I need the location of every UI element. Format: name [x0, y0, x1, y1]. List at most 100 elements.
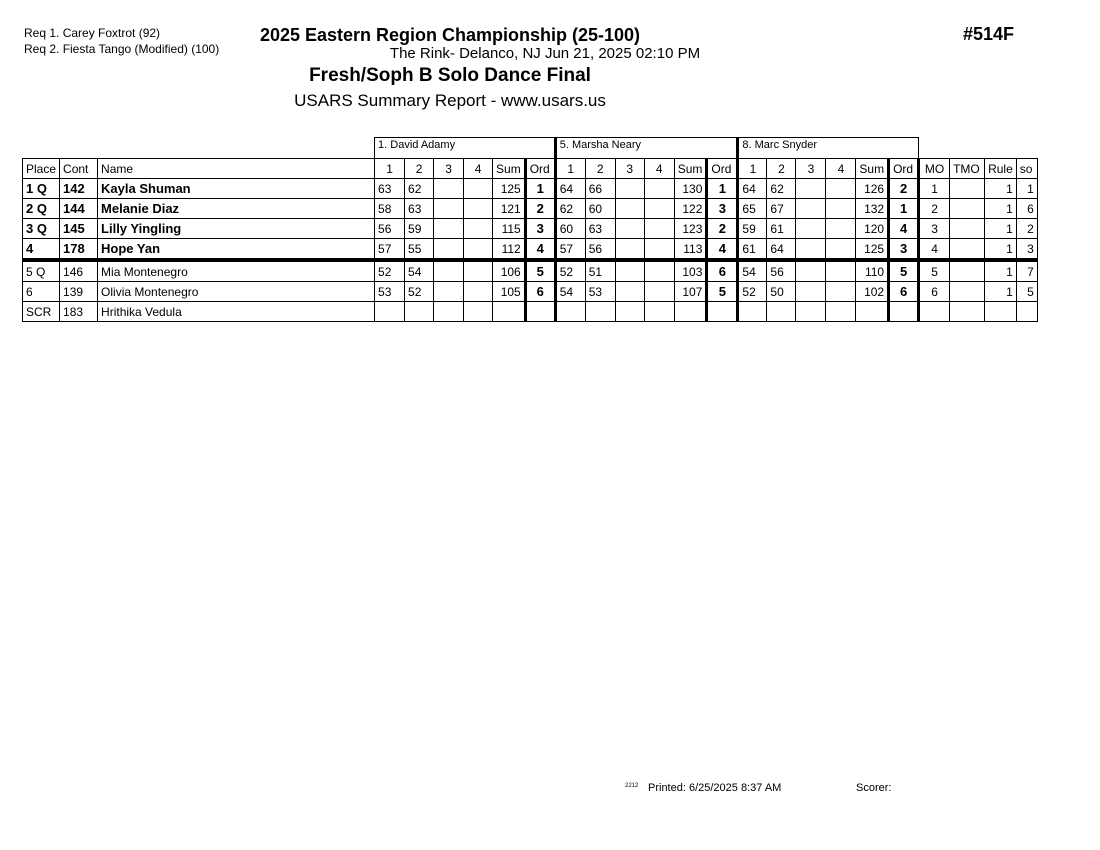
- judge-mark: [433, 258, 465, 282]
- judge-ordinal: [523, 301, 556, 322]
- col-mark: 4: [825, 158, 857, 179]
- rule: 1: [984, 281, 1017, 302]
- judge-mark: [825, 238, 857, 261]
- judge-mark: [766, 301, 797, 322]
- judge-ordinal: 5: [705, 281, 739, 302]
- place: 3 Q: [21, 218, 61, 239]
- col-sum: Sum: [492, 158, 526, 179]
- col-mark: 2: [584, 158, 616, 179]
- judge-sum: 130: [673, 178, 708, 199]
- judge-mark: 56: [766, 258, 797, 282]
- judge-mark: [825, 178, 857, 199]
- judge-mark: [433, 178, 465, 199]
- judge-mark: [614, 281, 645, 302]
- total-majority-ordinal: [949, 258, 986, 282]
- judge-mark: [614, 218, 645, 239]
- skate-order: 6: [1015, 198, 1038, 219]
- judge-mark: [614, 238, 645, 261]
- judge-mark: [614, 301, 645, 322]
- judge-mark: 62: [553, 198, 586, 219]
- total-majority-ordinal: [949, 198, 986, 219]
- judge-mark: [643, 198, 675, 219]
- judge-ordinal: 4: [523, 238, 556, 261]
- judge-mark: [825, 198, 857, 219]
- judge-mark: [404, 301, 435, 322]
- judge-mark: [463, 258, 494, 282]
- judge-mark: 58: [374, 198, 406, 219]
- place: SCR: [21, 301, 61, 322]
- judge-sum: 105: [492, 281, 526, 302]
- judge-mark: 66: [584, 178, 616, 199]
- judge-mark: 61: [766, 218, 797, 239]
- skater-name: Mia Montenegro: [97, 258, 376, 282]
- judge-mark: 56: [374, 218, 406, 239]
- judge-mark: [463, 218, 494, 239]
- requirement-2: Req 2. Fiesta Tango (Modified) (100): [24, 42, 220, 56]
- judge-mark: 62: [766, 178, 797, 199]
- col-mark: 4: [643, 158, 675, 179]
- majority-ordinal: 2: [917, 198, 951, 219]
- col-mark: 3: [614, 158, 645, 179]
- judge-mark: 59: [404, 218, 435, 239]
- skate-order: 5: [1015, 281, 1038, 302]
- judge-ordinal: 6: [705, 258, 739, 282]
- judge-ordinal: 4: [887, 218, 920, 239]
- rule: 1: [984, 198, 1017, 219]
- col-mark: 3: [433, 158, 465, 179]
- table-row: 4 178 Hope Yan 57 55 112 4 57 56 113 4 61 64 125 3 4 1 3: [21, 238, 1038, 261]
- place: 2 Q: [21, 198, 61, 219]
- judge-mark: [825, 258, 857, 282]
- judge-mark: [463, 178, 494, 199]
- col-ord: Ord: [887, 158, 920, 179]
- judge-mark: [584, 301, 616, 322]
- majority-ordinal: 3: [917, 218, 951, 239]
- judge-mark: 64: [736, 178, 768, 199]
- table-row: 2 Q 144 Melanie Diaz 58 63 121 2 62 60 122 3 65 67 13…: [21, 198, 1038, 219]
- judge-mark: [614, 198, 645, 219]
- judge-sum: 103: [673, 258, 708, 282]
- spacer: [919, 138, 1038, 159]
- judge-name: 1. David Adamy: [374, 137, 556, 159]
- judge-mark: 64: [553, 178, 586, 199]
- total-majority-ordinal: [949, 178, 986, 199]
- judge-mark: 53: [374, 281, 406, 302]
- event-title: 2025 Eastern Region Championship (25-100…: [259, 25, 641, 45]
- skate-order: 3: [1015, 238, 1038, 261]
- rule: 1: [984, 238, 1017, 261]
- judge-mark: [433, 218, 465, 239]
- col-mark: 1: [553, 158, 586, 179]
- place: 5 Q: [21, 258, 61, 282]
- judge-mark: 53: [584, 281, 616, 302]
- judge-ordinal: 5: [887, 258, 920, 282]
- skater-name: Melanie Diaz: [97, 198, 376, 219]
- judge-ordinal: 3: [887, 238, 920, 261]
- judge-mark: [795, 301, 827, 322]
- judge-mark: [463, 301, 494, 322]
- col-mark: 2: [766, 158, 797, 179]
- judge-name: 8. Marc Snyder: [736, 137, 920, 159]
- judge-mark: [463, 238, 494, 261]
- col-cont: Cont: [59, 158, 99, 179]
- judge-mark: [795, 238, 827, 261]
- judge-ordinal: 5: [523, 258, 556, 282]
- total-majority-ordinal: [949, 238, 986, 261]
- skater-name: Hope Yan: [97, 238, 376, 261]
- judge-mark: 64: [766, 238, 797, 261]
- col-sum: Sum: [855, 158, 890, 179]
- judge-mark: [553, 301, 586, 322]
- location-date: The Rink- Delanco, NJ Jun 21, 2025 02:10…: [389, 45, 701, 62]
- judge-sum: 120: [855, 218, 890, 239]
- judge-ordinal: 6: [523, 281, 556, 302]
- table-row: 5 Q 146 Mia Montenegro 52 54 106 5 52 51 103 6 54 56…: [21, 258, 1038, 282]
- judge-sum: 132: [855, 198, 890, 219]
- judge-mark: [643, 238, 675, 261]
- judge-mark: 67: [766, 198, 797, 219]
- rule: 1: [984, 218, 1017, 239]
- judge-mark: [795, 258, 827, 282]
- judge-ordinal: 3: [523, 218, 556, 239]
- skater-name: Olivia Montenegro: [97, 281, 376, 302]
- judge-sum: 122: [673, 198, 708, 219]
- judge-mark: 54: [553, 281, 586, 302]
- judge-ordinal: 1: [705, 178, 739, 199]
- col-so: so: [1015, 158, 1038, 179]
